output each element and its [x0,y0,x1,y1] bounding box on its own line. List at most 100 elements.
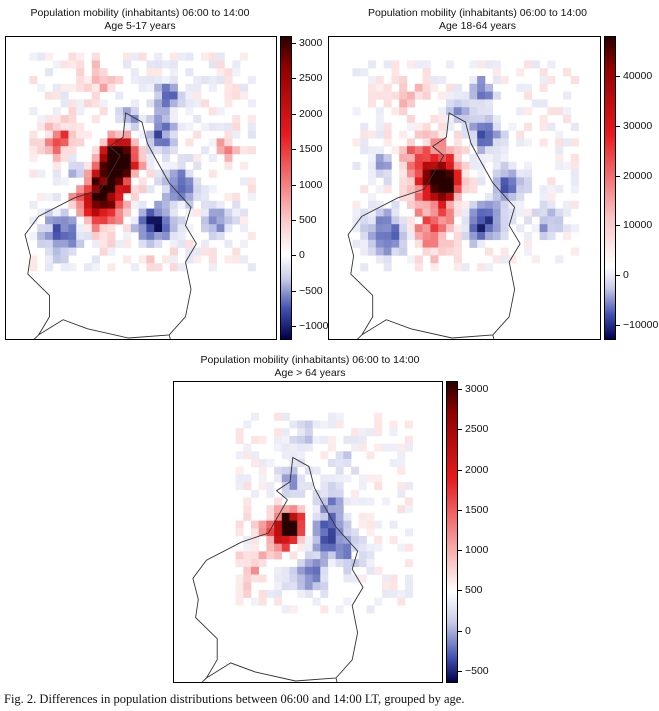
heatmap-cell [397,451,406,460]
heatmap-cell [84,177,93,186]
heatmap-cell [247,76,256,85]
heatmap-cell [343,451,352,460]
heatmap-cell [343,512,352,521]
heatmap-cell [297,489,306,498]
heatmap-cell [201,146,210,155]
heatmap-cell [76,208,85,217]
heatmap-cell [84,76,93,85]
heatmap-cell [107,177,116,186]
heatmap-cell [453,255,462,264]
heatmap-cell [500,138,509,147]
heatmap-cell [539,200,548,209]
heatmap-cell [485,115,494,124]
heatmap-cell [524,91,533,100]
heatmap-cell [251,528,259,537]
heatmap-cell [461,99,470,108]
heatmap-cell [216,68,225,77]
heatmap-cell [76,99,85,108]
heatmap-cell [304,582,313,591]
heatmap-cell [320,589,329,598]
heatmap-cell [547,76,556,85]
heatmap-cell [169,263,178,272]
heatmap-cell [243,551,252,560]
heatmap-cell [240,52,249,61]
heatmap-cell [76,185,85,194]
heatmap-cell [235,435,244,444]
heatmap-cell [516,200,525,209]
heatmap-cell [360,232,369,241]
heatmap-cell [243,559,252,568]
heatmap-cell [381,497,390,506]
heatmap-cell [399,76,408,85]
heatmap-cell [358,520,367,529]
heatmap-cell [235,559,244,568]
heatmap-cell [485,247,494,256]
heatmap-cell [360,263,369,272]
heatmap-cell [391,91,400,100]
heatmap-cell [243,420,252,429]
heatmap-cell [193,255,202,264]
heatmap-cell [123,130,132,139]
heatmap-cell [297,459,306,467]
heatmap-cell [383,138,392,147]
heatmap-cell [469,200,478,209]
heatmap-cell [438,216,447,225]
heatmap-cell [76,52,85,61]
heatmap-cell [485,200,494,209]
heatmap-cell [405,582,413,591]
heatmap-cell [258,482,267,491]
heatmap-cell [453,193,462,202]
heatmap-cell [375,130,384,139]
heatmap-cell [289,551,298,560]
heatmap-cell [274,597,283,606]
heatmap-cell [201,224,210,233]
heatmap-cell [138,232,147,241]
heatmap-cell [169,68,178,77]
heatmap-cell [477,76,486,85]
heatmap-cell [453,146,462,155]
heatmap-cell [297,536,306,544]
heatmap-cell [352,216,361,225]
heatmap-cell [138,83,147,92]
heatmap-cell [383,239,392,248]
colorbar-tick-mark [458,550,462,552]
heatmap-cell [539,138,548,147]
heatmap-cell [422,224,431,233]
heatmap-cell [243,582,252,591]
heatmap-cell [524,232,533,241]
heatmap-cell [52,255,61,264]
heatmap-cell [453,154,462,163]
heatmap-cell [485,83,494,92]
heatmap-cell [407,169,416,178]
heatmap-cell [446,177,455,186]
heatmap-cell [193,154,202,163]
heatmap-cell [138,185,147,194]
heatmap-cell [37,146,46,155]
heatmap-cell [289,582,298,591]
heatmap-cell [130,224,139,233]
heatmap-cell [508,169,517,178]
heatmap-cell [399,146,408,155]
heatmap-cell [52,247,61,256]
heatmap-cell [232,200,241,209]
heatmap-cell [91,200,100,209]
heatmap-cell [492,224,501,233]
heatmap-cell [343,474,352,483]
heatmap-cell [516,193,525,202]
heatmap-cell [169,216,178,225]
heatmap-cell [477,239,486,248]
heatmap-cell [366,512,375,521]
heatmap-cell [154,177,163,186]
city-boundary [24,112,197,339]
heatmap-cell [52,177,61,186]
heatmap-cell [547,193,556,202]
heatmap-cell [343,574,352,583]
heatmap-cell [162,255,171,264]
heatmap-cell [453,99,462,108]
heatmap-cell [115,161,124,170]
heatmap-cell [146,232,155,241]
heatmap-cell [274,589,283,598]
heatmap-cell [555,138,564,147]
heatmap-cell [453,208,462,217]
heatmap-cell [185,122,194,131]
